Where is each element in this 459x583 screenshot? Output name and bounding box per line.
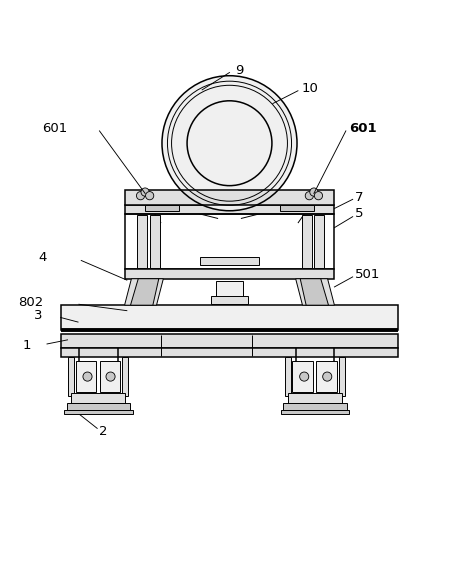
- Bar: [339, 357, 345, 396]
- Circle shape: [83, 372, 92, 381]
- Bar: [71, 393, 125, 403]
- Bar: [122, 357, 128, 396]
- Bar: [216, 281, 243, 297]
- Bar: [285, 357, 291, 396]
- Bar: [124, 214, 335, 269]
- Bar: [137, 215, 147, 268]
- Text: 2: 2: [100, 424, 108, 438]
- Circle shape: [136, 192, 145, 200]
- Circle shape: [141, 188, 149, 196]
- Text: 5: 5: [355, 208, 364, 220]
- Bar: [316, 361, 337, 392]
- Bar: [283, 403, 347, 410]
- Bar: [61, 334, 398, 347]
- Text: 10: 10: [302, 82, 319, 96]
- Text: 802: 802: [18, 296, 43, 309]
- Bar: [68, 357, 74, 396]
- Polygon shape: [124, 279, 163, 305]
- Bar: [124, 190, 335, 205]
- Bar: [61, 305, 398, 331]
- Polygon shape: [300, 279, 329, 305]
- Bar: [292, 361, 313, 392]
- Text: 9: 9: [235, 64, 243, 77]
- Bar: [100, 361, 120, 392]
- Bar: [64, 410, 133, 415]
- Circle shape: [146, 192, 154, 200]
- Bar: [314, 215, 324, 268]
- Circle shape: [106, 372, 115, 381]
- Bar: [280, 410, 349, 415]
- Text: 3: 3: [34, 309, 42, 322]
- Polygon shape: [130, 279, 159, 305]
- Circle shape: [314, 192, 323, 200]
- Bar: [61, 347, 398, 357]
- Circle shape: [187, 101, 272, 185]
- Text: 601: 601: [42, 122, 67, 135]
- Bar: [124, 269, 335, 279]
- Bar: [145, 205, 179, 211]
- Polygon shape: [296, 279, 335, 305]
- Bar: [67, 403, 130, 410]
- Bar: [124, 205, 335, 214]
- Text: 601: 601: [349, 122, 377, 135]
- Text: 1: 1: [22, 339, 31, 352]
- Circle shape: [305, 192, 313, 200]
- Text: 7: 7: [355, 191, 364, 203]
- Bar: [302, 215, 312, 268]
- Bar: [288, 393, 342, 403]
- Text: 4: 4: [39, 251, 47, 264]
- Bar: [200, 257, 259, 265]
- Bar: [76, 361, 96, 392]
- Circle shape: [323, 372, 332, 381]
- Bar: [280, 205, 314, 211]
- Text: 501: 501: [355, 268, 381, 280]
- Bar: [211, 296, 248, 304]
- Bar: [150, 215, 160, 268]
- Circle shape: [300, 372, 309, 381]
- Circle shape: [310, 188, 318, 196]
